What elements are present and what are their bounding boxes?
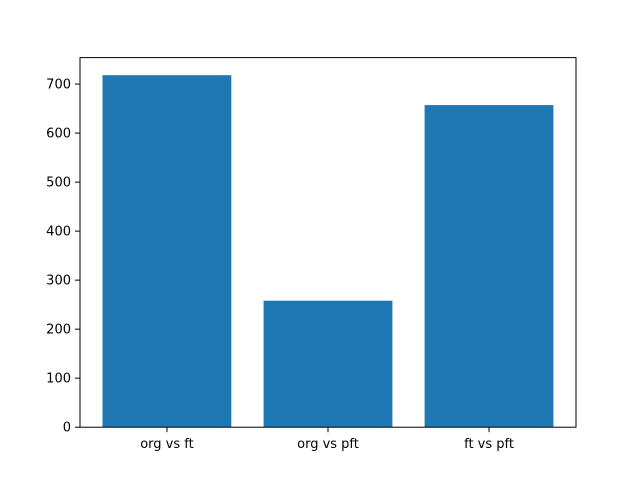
y-tick-label: 600	[46, 127, 71, 142]
bar-org-vs-pft	[263, 300, 393, 428]
x-tick-label: org vs pft	[297, 437, 359, 452]
y-tick-label: 200	[46, 323, 71, 338]
bar-ft-vs-pft	[424, 105, 554, 428]
y-tick-label: 300	[46, 274, 71, 289]
y-tick-label: 500	[46, 176, 71, 191]
bar-org-vs-ft	[102, 75, 232, 428]
y-tick-label: 100	[46, 372, 71, 387]
y-tick-label: 700	[46, 78, 71, 93]
axes-frame	[79, 57, 577, 428]
y-tick-label: 400	[46, 225, 71, 240]
x-tick-label: ft vs pft	[464, 437, 514, 452]
x-tick-label: org vs ft	[140, 437, 194, 452]
y-tick-label: 0	[63, 421, 71, 436]
